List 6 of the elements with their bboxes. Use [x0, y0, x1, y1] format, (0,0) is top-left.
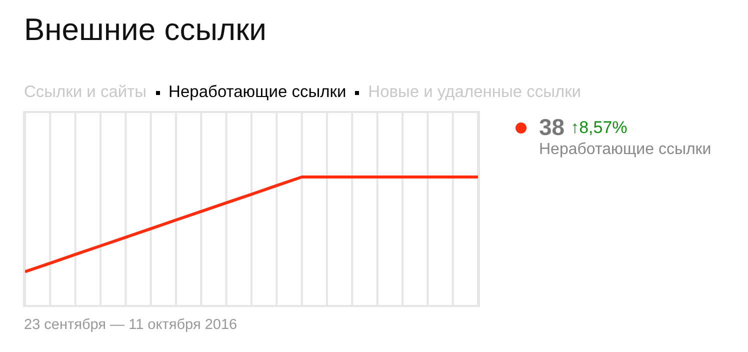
text: 38 [539, 114, 565, 141]
x-axis-title: 23 сентября — 11 октября 2016 [24, 317, 238, 333]
chart-title: Внешние ссылки [24, 12, 266, 48]
text: Неработающие ссылки [168, 83, 346, 102]
text: Неработающие ссылки [539, 141, 712, 159]
text: ↑8,57% [570, 118, 628, 138]
